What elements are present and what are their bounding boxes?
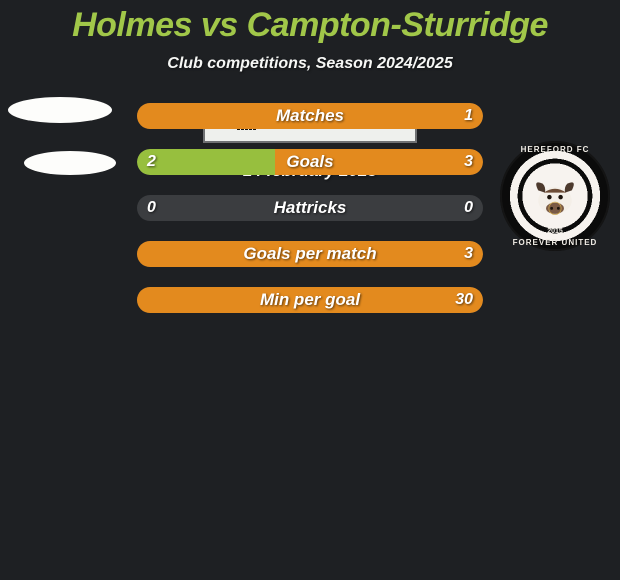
crest-year: 2015 <box>500 228 610 235</box>
bull-icon <box>527 168 583 224</box>
stat-label: Matches <box>137 103 483 129</box>
stat-bars: Matches1 Goals2 3 Hattricks0 0 Goals per matc… <box>137 103 483 333</box>
stat-label: Goals per match <box>137 241 483 267</box>
stat-value-right: 0 <box>464 195 473 221</box>
stat-value-left: 2 <box>147 149 156 175</box>
crest-top-text: HEREFORD FC <box>500 145 610 154</box>
subtitle: Club competitions, Season 2024/2025 <box>0 55 620 73</box>
stat-label: Min per goal <box>137 287 483 313</box>
left-player-avatar <box>8 97 116 175</box>
stat-value-right: 3 <box>464 241 473 267</box>
stat-row: Matches1 <box>137 103 483 129</box>
stat-row: Goals per match3 <box>137 241 483 267</box>
avatar-oval <box>24 151 116 175</box>
stat-label: Hattricks <box>137 195 483 221</box>
right-player-crest: HEREFORD FC 2015 FOREVER UNITED <box>500 97 610 251</box>
page-title: Holmes vs Campton-Sturridge <box>0 0 620 45</box>
stat-label: Goals <box>137 149 483 175</box>
stat-row: Hattricks0 0 <box>137 195 483 221</box>
stat-row: Min per goal30 <box>137 287 483 313</box>
stat-row: Goals2 3 <box>137 149 483 175</box>
stat-value-left: 0 <box>147 195 156 221</box>
avatar-oval <box>8 97 112 123</box>
crest-bottom-text: FOREVER UNITED <box>500 238 610 247</box>
stat-value-right: 30 <box>455 287 473 313</box>
stat-value-right: 1 <box>464 103 473 129</box>
club-crest: HEREFORD FC 2015 FOREVER UNITED <box>500 141 610 251</box>
stat-value-right: 3 <box>464 149 473 175</box>
